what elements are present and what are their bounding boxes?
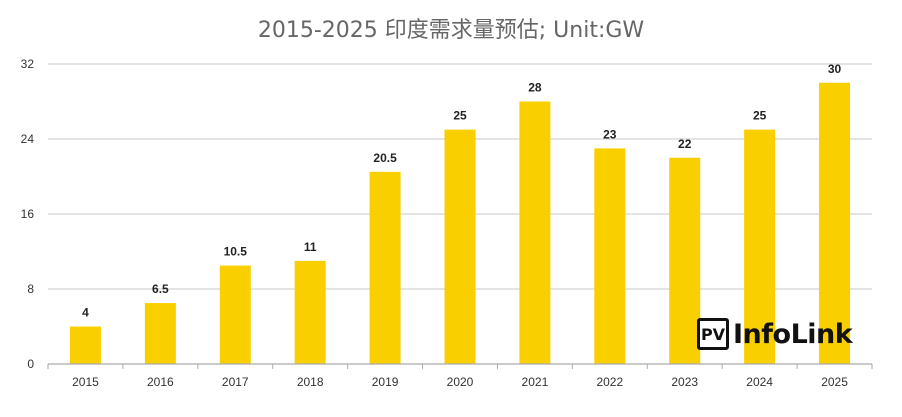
- x-tick-label: 2015: [72, 375, 99, 389]
- data-label: 4: [82, 306, 89, 320]
- x-tick-label: 2021: [522, 375, 549, 389]
- data-label: 25: [753, 109, 767, 123]
- data-label: 11: [304, 240, 317, 254]
- x-tick-label: 2016: [147, 375, 174, 389]
- bar: [444, 129, 476, 364]
- x-tick-label: 2017: [222, 375, 249, 389]
- bar: [669, 157, 701, 364]
- bar: [144, 303, 176, 364]
- x-tick-label: 2022: [596, 375, 623, 389]
- x-tick-label: 2023: [671, 375, 698, 389]
- data-label: 30: [828, 62, 842, 76]
- data-label: 10.5: [224, 245, 248, 259]
- y-tick-label: 8: [27, 282, 34, 296]
- bar: [369, 171, 401, 364]
- data-label: 22: [678, 137, 692, 151]
- y-tick-label: 0: [27, 357, 34, 371]
- x-tick-label: 2018: [297, 375, 324, 389]
- bar: [294, 260, 326, 364]
- infolink-logo: PV InfoLink: [697, 318, 853, 350]
- data-label: 23: [603, 127, 617, 141]
- y-tick-label: 16: [21, 207, 35, 221]
- bar: [219, 265, 251, 364]
- x-tick-label: 2020: [447, 375, 474, 389]
- bar: [594, 148, 626, 364]
- x-tick-label: 2025: [821, 375, 848, 389]
- data-label: 25: [453, 109, 467, 123]
- bar: [519, 101, 551, 364]
- bar: [819, 82, 851, 364]
- data-label: 20.5: [373, 151, 397, 165]
- pv-logo-mark: PV: [697, 318, 729, 350]
- y-tick-label: 24: [21, 132, 35, 146]
- bar: [744, 129, 776, 364]
- x-tick-label: 2019: [372, 375, 399, 389]
- chart-title: 2015-2025 印度需求量预估; Unit:GW: [257, 18, 645, 43]
- logo-name: InfoLink: [733, 318, 853, 350]
- x-tick-label: 2024: [746, 375, 773, 389]
- y-tick-label: 32: [21, 57, 35, 71]
- data-label: 6.5: [152, 282, 169, 296]
- bar: [69, 326, 101, 364]
- data-label: 28: [528, 81, 542, 95]
